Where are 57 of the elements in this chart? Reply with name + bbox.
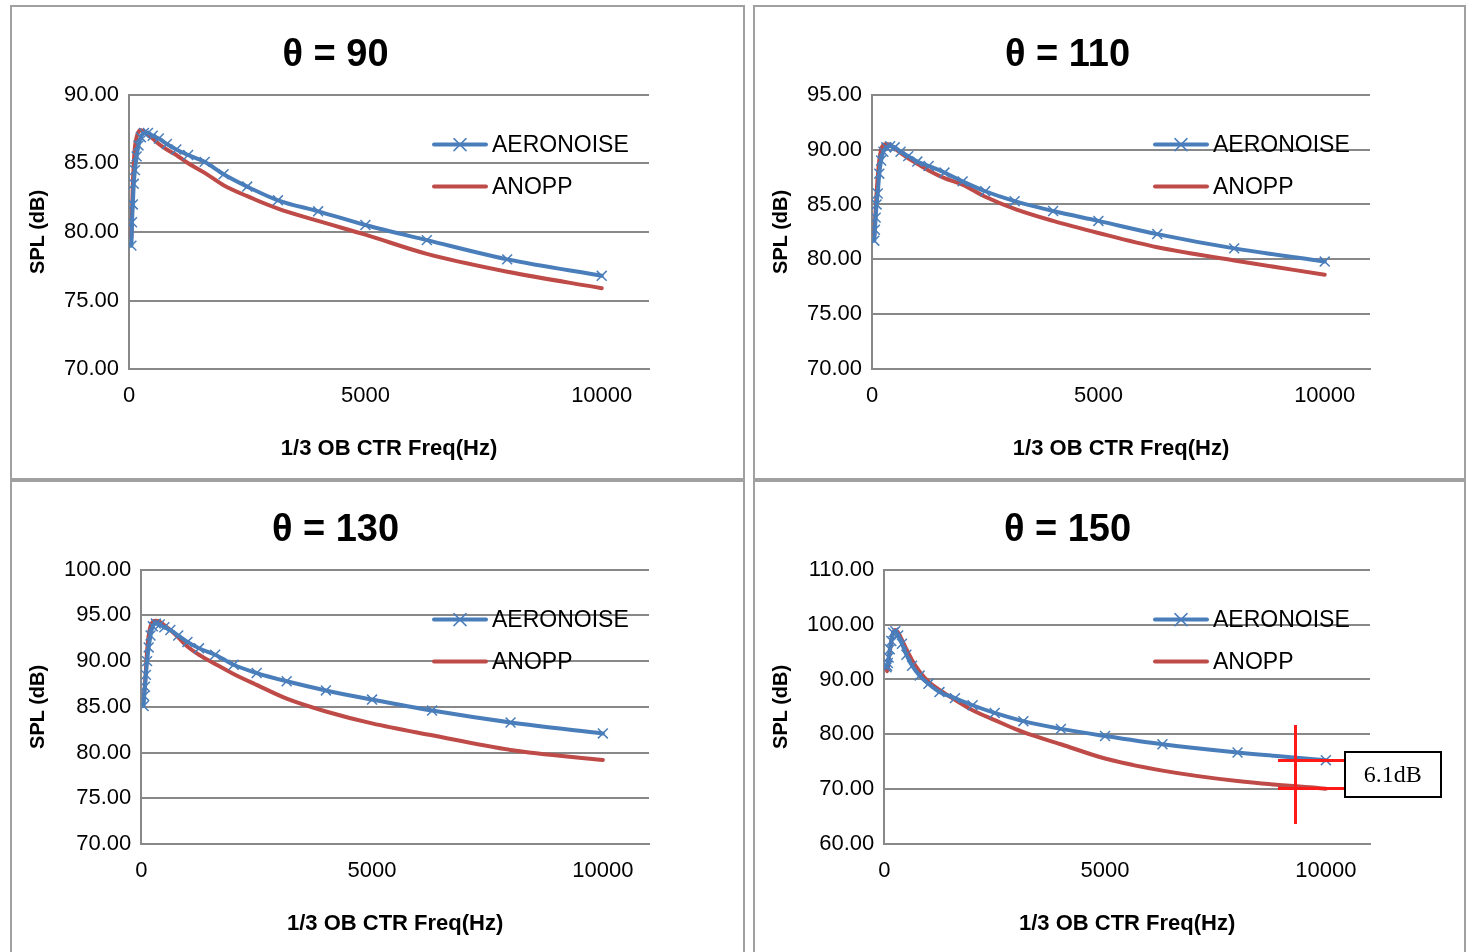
x-tick-label: 10000 bbox=[1294, 382, 1356, 408]
chart-title: θ = 130 bbox=[271, 507, 400, 550]
y-axis-title: SPL (dB) bbox=[25, 664, 48, 749]
x-axis-title: 1/3 OB CTR Freq(Hz) bbox=[1012, 434, 1230, 460]
legend-label: ANOPP bbox=[492, 647, 573, 674]
legend-label: AERONOISE bbox=[492, 605, 629, 632]
x-axis-title: 1/3 OB CTR Freq(Hz) bbox=[280, 434, 498, 460]
y-tick-label: 80.00 bbox=[806, 245, 863, 271]
x-tick-label: 5000 bbox=[340, 382, 390, 408]
y-tick-label: 90.00 bbox=[819, 665, 875, 691]
y-tick-label: 70.00 bbox=[63, 355, 120, 381]
y-axis-title: SPL (dB) bbox=[768, 664, 791, 749]
y-tick-label: 100.00 bbox=[63, 555, 132, 581]
legend-label: AERONOISE bbox=[1213, 130, 1350, 157]
x-tick-label: 0 bbox=[135, 857, 148, 883]
y-tick-label: 70.00 bbox=[806, 355, 863, 381]
x-tick-label: 0 bbox=[122, 382, 136, 408]
y-axis-title: SPL (dB) bbox=[768, 189, 791, 274]
legend-label: ANOPP bbox=[1213, 647, 1294, 674]
legend-label: AERONOISE bbox=[1213, 605, 1350, 632]
x-tick-label: 10000 bbox=[571, 382, 633, 408]
x-tick-label: 10000 bbox=[572, 857, 634, 883]
chart-title: θ = 90 bbox=[282, 32, 389, 75]
y-axis-title: SPL (dB) bbox=[25, 189, 48, 274]
y-tick-label: 85.00 bbox=[63, 149, 120, 175]
y-tick-label: 85.00 bbox=[76, 692, 132, 718]
y-tick-label: 95.00 bbox=[806, 80, 863, 106]
y-tick-label: 60.00 bbox=[819, 830, 875, 856]
y-tick-label: 85.00 bbox=[806, 190, 863, 216]
y-tick-label: 75.00 bbox=[63, 286, 120, 312]
y-tick-label: 95.00 bbox=[76, 601, 132, 627]
y-tick-label: 70.00 bbox=[76, 830, 132, 856]
x-tick-label: 5000 bbox=[347, 857, 397, 883]
x-tick-label: 5000 bbox=[1080, 857, 1130, 883]
y-tick-label: 80.00 bbox=[819, 720, 875, 746]
y-tick-label: 90.00 bbox=[63, 80, 120, 106]
legend-label: ANOPP bbox=[492, 172, 573, 199]
y-tick-label: 80.00 bbox=[76, 738, 132, 764]
x-tick-label: 5000 bbox=[1073, 382, 1123, 408]
x-tick-label: 10000 bbox=[1295, 857, 1357, 883]
y-tick-label: 70.00 bbox=[819, 775, 875, 801]
y-tick-label: 75.00 bbox=[806, 300, 863, 326]
chart-title: θ = 110 bbox=[1004, 32, 1131, 75]
annotation: 6.1dB bbox=[1343, 750, 1442, 798]
y-tick-label: 110.00 bbox=[808, 555, 875, 581]
x-tick-label: 0 bbox=[878, 857, 891, 883]
y-tick-label: 90.00 bbox=[76, 647, 132, 673]
x-tick-label: 0 bbox=[865, 382, 879, 408]
x-axis-title: 1/3 OB CTR Freq(Hz) bbox=[1018, 909, 1236, 935]
y-tick-label: 90.00 bbox=[806, 135, 863, 161]
legend-label: ANOPP bbox=[1213, 172, 1294, 199]
legend-label: AERONOISE bbox=[492, 130, 629, 157]
y-tick-label: 75.00 bbox=[76, 784, 132, 810]
chart-title: θ = 150 bbox=[1003, 507, 1132, 550]
x-axis-title: 1/3 OB CTR Freq(Hz) bbox=[286, 909, 504, 935]
y-tick-label: 80.00 bbox=[63, 217, 120, 243]
y-tick-label: 100.00 bbox=[806, 610, 875, 636]
